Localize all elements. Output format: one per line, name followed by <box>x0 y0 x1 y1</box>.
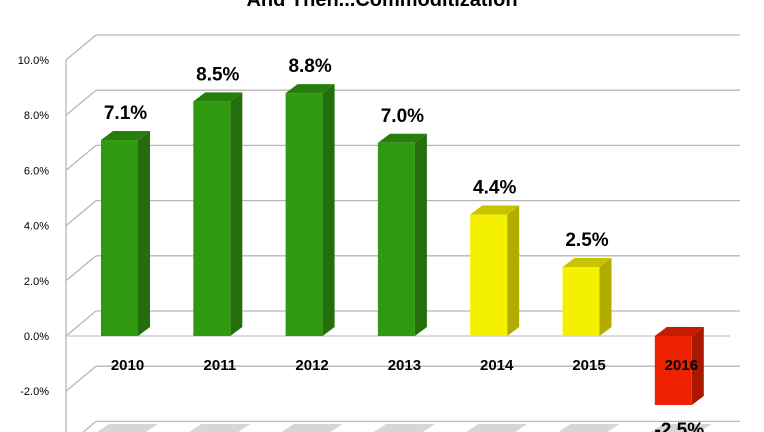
y-tick-label: 0.0% <box>24 331 49 343</box>
gridline-wall <box>65 310 97 337</box>
y-axis-ticks: 10.0% 8.0% 6.0% 4.0% 2.0% 0.0% -2.0% <box>18 55 49 398</box>
bar-top <box>562 258 612 267</box>
gridline-wall <box>65 144 97 171</box>
bar-side <box>322 84 335 337</box>
floor-shadow <box>97 424 158 432</box>
x-tick-label: 2011 <box>204 357 237 374</box>
gridline-wall <box>65 34 97 61</box>
bar-side <box>230 92 243 337</box>
data-label: 2.5% <box>565 230 608 251</box>
bar-top <box>654 327 704 336</box>
y-tick-label: -2.0% <box>20 386 49 398</box>
x-tick-label: 2010 <box>111 357 144 374</box>
bar-2012 <box>285 84 335 337</box>
bar-front <box>377 142 415 336</box>
bar-side <box>507 205 520 336</box>
data-label: 8.8% <box>288 56 331 77</box>
bar-2015 <box>562 258 612 336</box>
bar-top <box>377 133 427 143</box>
floor-shadow <box>373 424 435 432</box>
bar-top <box>101 131 150 141</box>
bar-front <box>101 140 138 336</box>
data-labels: 7.1% 8.5% 8.8% 7.0% 4.4% 2.5% -2.5% <box>104 56 704 432</box>
y-tick-label: 6.0% <box>24 165 49 177</box>
data-label: 7.0% <box>381 106 424 127</box>
bar-2010 <box>101 131 150 336</box>
bar-2016 <box>654 327 704 405</box>
category-labels: 2010 2011 2012 2013 2014 2015 2016 <box>111 357 698 374</box>
bar-side <box>138 131 150 336</box>
bar-2014 <box>470 205 520 336</box>
bar-front <box>562 267 600 336</box>
x-tick-label: 2012 <box>295 357 328 374</box>
x-tick-label: 2016 <box>665 357 698 374</box>
floor-shadow <box>650 424 712 432</box>
bar-side <box>599 258 612 336</box>
chart-title: And Then...Commoditization <box>246 0 518 11</box>
gridline-wall <box>65 200 97 227</box>
bar-2013 <box>377 133 427 336</box>
y-tick-label: 4.0% <box>24 221 49 233</box>
floor-shadow <box>466 424 528 432</box>
data-label: -2.5% <box>654 420 704 432</box>
bar-front <box>470 214 508 336</box>
data-label: 7.1% <box>104 103 147 124</box>
bar-side <box>691 327 704 405</box>
x-tick-label: 2013 <box>388 357 421 374</box>
bar-top <box>470 205 520 215</box>
bar-front <box>193 101 231 337</box>
gridline-wall <box>65 365 97 392</box>
bar-side <box>414 133 427 336</box>
gridline-wall <box>65 255 97 282</box>
data-label: 4.4% <box>473 178 516 199</box>
bars <box>97 84 712 432</box>
gridline-wall <box>65 89 97 116</box>
y-tick-label: 8.0% <box>24 110 49 122</box>
x-tick-label: 2015 <box>572 357 605 374</box>
y-tick-label: 2.0% <box>24 276 49 288</box>
bar-front <box>654 336 692 405</box>
data-label: 8.5% <box>196 64 239 85</box>
floor-shadow <box>558 424 620 432</box>
floor-shadow <box>281 424 343 432</box>
x-tick-label: 2014 <box>480 357 514 374</box>
bar-top <box>285 84 335 94</box>
y-tick-label: 10.0% <box>18 55 49 67</box>
floor-shadow <box>189 424 251 432</box>
bar-top <box>193 92 243 102</box>
bar-front <box>285 93 323 337</box>
gridline-wall <box>82 420 97 432</box>
bar-2011 <box>193 92 243 337</box>
